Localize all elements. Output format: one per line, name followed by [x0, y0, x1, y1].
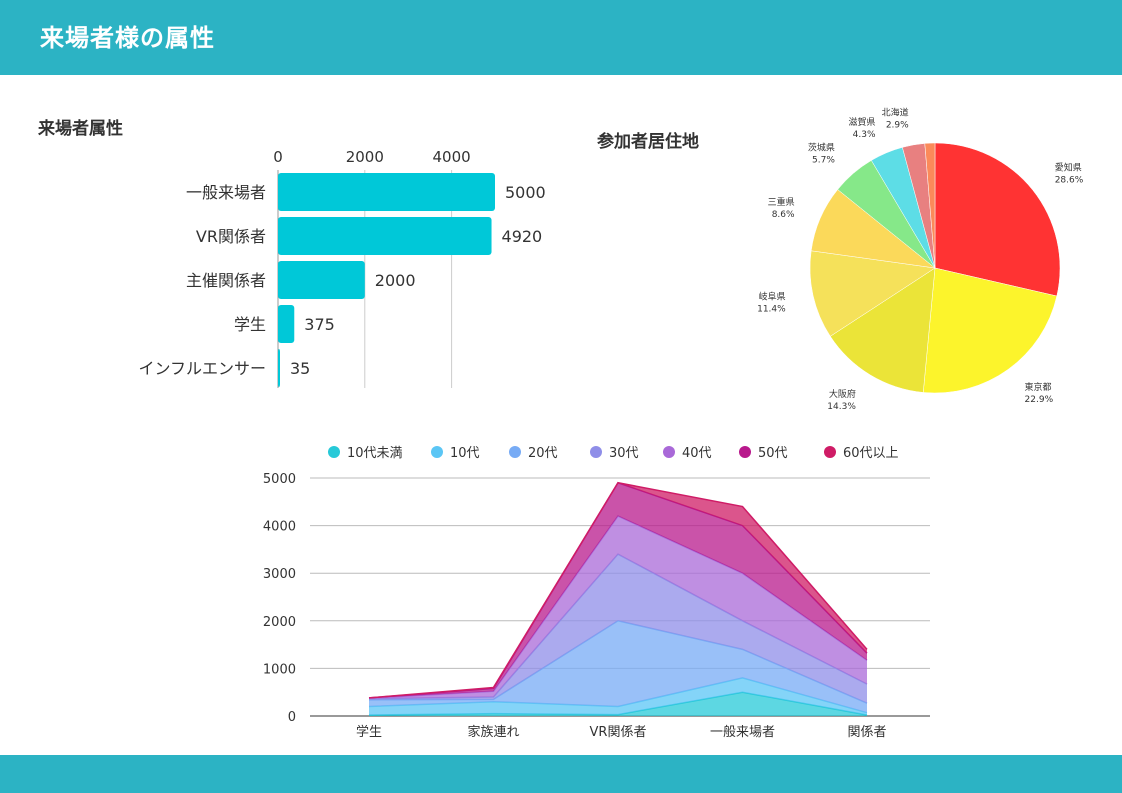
legend-swatch	[824, 446, 836, 458]
x-category-label: 学生	[356, 724, 382, 740]
footer-bar	[0, 755, 1122, 793]
category-label: VR関係者	[196, 227, 266, 246]
pie-label: 愛知県	[1055, 162, 1082, 174]
pie-percent-label: 8.6%	[772, 210, 795, 220]
x-category-label: VR関係者	[590, 725, 647, 740]
pie-slice	[922, 267, 1058, 394]
pie-slice	[829, 267, 936, 393]
bar	[278, 305, 295, 343]
pie-percent-label: 5.7%	[812, 155, 835, 165]
x-category-label: 家族連れ	[467, 724, 519, 740]
bar	[278, 217, 492, 255]
value-label: 4920	[502, 227, 543, 246]
y-tick-label: 1000	[263, 662, 296, 677]
pie-percent-label: 14.3%	[827, 402, 856, 412]
x-tick-label: 4000	[433, 148, 471, 166]
pie-label: 北海道	[882, 106, 909, 118]
bar	[278, 261, 365, 299]
legend-swatch	[328, 446, 340, 458]
y-tick-label: 4000	[263, 520, 296, 535]
legend-label: 10代未満	[347, 446, 403, 461]
y-tick-label: 3000	[263, 567, 296, 582]
legend-label: 50代	[758, 446, 788, 461]
pie-slice	[809, 250, 936, 337]
legend-swatch	[590, 446, 602, 458]
pie-chart: 愛知県 28.6% 東京都 22.9% 大阪府 14.3% 岐阜県 11.4% 三重県 8.6% 茨…	[757, 106, 1084, 412]
bar	[278, 349, 280, 387]
area-series	[369, 620, 867, 713]
area-series	[369, 677, 867, 716]
x-tick-label: 2000	[346, 148, 384, 166]
bar-chart-title: 来場者属性	[38, 119, 123, 139]
pie-percent-label: 28.6%	[1055, 176, 1084, 186]
y-tick-label: 0	[288, 710, 296, 725]
pie-label: 三重県	[768, 196, 795, 208]
area-series-line	[368, 515, 868, 699]
legend-swatch	[739, 446, 751, 458]
pie-label: 大阪府	[829, 388, 856, 400]
legend-swatch	[431, 446, 443, 458]
pie-label: 岐阜県	[759, 290, 786, 302]
pie-percent-label: 2.9%	[886, 120, 909, 130]
legend-label: 10代	[450, 446, 480, 461]
pie-slice	[934, 142, 1061, 297]
y-tick-label: 5000	[263, 472, 296, 487]
pie-percent-label: 4.3%	[853, 130, 876, 140]
category-label: インフルエンサー	[138, 359, 266, 378]
value-label: 35	[290, 359, 310, 378]
page-title: 来場者様の属性	[40, 24, 215, 52]
x-category-label: 関係者	[847, 725, 886, 740]
area-series	[369, 516, 867, 699]
legend-swatch	[509, 446, 521, 458]
bar	[278, 173, 495, 211]
legend-label: 20代	[528, 446, 558, 461]
pie-label: 茨城県	[808, 141, 835, 153]
category-label: 主催関係者	[186, 271, 266, 290]
legend-label: 60代以上	[843, 446, 899, 461]
category-label: 一般来場者	[186, 183, 266, 202]
value-label: 5000	[505, 183, 546, 202]
x-tick-label: 0	[273, 148, 283, 166]
legend-label: 40代	[682, 446, 712, 461]
value-label: 375	[304, 315, 335, 334]
pie-label: 東京都	[1025, 381, 1052, 393]
header-bar: 来場者様の属性	[0, 0, 1122, 75]
value-label: 2000	[375, 271, 416, 290]
pie-chart-title: 参加者居住地	[597, 132, 699, 152]
area-series-line	[368, 481, 868, 699]
pie-slice	[924, 142, 936, 269]
area-chart: 10代未満 10代 20代 30代 40代 50代 60代以上 0 1000 2000 3000 40…	[263, 446, 930, 740]
pie-percent-label: 22.9%	[1025, 395, 1054, 405]
legend-swatch	[663, 446, 675, 458]
area-series	[369, 554, 867, 704]
legend-label: 30代	[609, 446, 639, 461]
x-category-label: 一般来場者	[710, 724, 775, 740]
bar-chart: 0 2000 4000 一般来場者 5000 VR関係者 4920 主催関係者 2000 学生 37…	[138, 148, 546, 388]
pie-label: 滋賀県	[849, 116, 876, 128]
y-tick-label: 2000	[263, 615, 296, 630]
category-label: 学生	[234, 315, 266, 334]
pie-percent-label: 11.4%	[757, 304, 786, 314]
area-series	[369, 482, 867, 699]
area-series	[369, 692, 867, 716]
